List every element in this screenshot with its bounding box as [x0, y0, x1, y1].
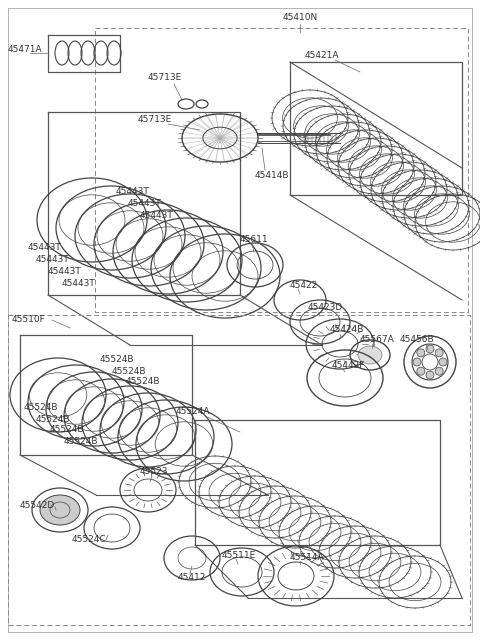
Text: 45442F: 45442F: [332, 360, 365, 369]
Text: 45524B: 45524B: [64, 438, 98, 447]
Ellipse shape: [417, 367, 425, 375]
Text: 45524A: 45524A: [176, 408, 211, 417]
Text: 45524B: 45524B: [24, 403, 59, 413]
Text: 45542D: 45542D: [20, 500, 55, 509]
Text: 45443T: 45443T: [140, 211, 174, 220]
Ellipse shape: [439, 358, 447, 366]
Text: 45514A: 45514A: [290, 552, 324, 561]
Text: 45443T: 45443T: [28, 243, 62, 253]
Text: 45511E: 45511E: [222, 550, 256, 559]
Text: 45456B: 45456B: [400, 335, 434, 344]
Text: 45524B: 45524B: [126, 378, 160, 387]
Text: 45443T: 45443T: [48, 268, 82, 276]
Text: 45524B: 45524B: [50, 426, 84, 435]
Text: 45414B: 45414B: [255, 170, 289, 179]
Text: 45524B: 45524B: [100, 355, 134, 365]
Text: 45423D: 45423D: [308, 303, 343, 312]
Text: 45443T: 45443T: [36, 255, 70, 264]
Ellipse shape: [426, 371, 434, 379]
Text: 45524B: 45524B: [36, 415, 71, 424]
Text: 45567A: 45567A: [360, 335, 395, 344]
Text: 45410N: 45410N: [282, 13, 318, 22]
Text: 45510F: 45510F: [12, 316, 46, 324]
Text: 45443T: 45443T: [128, 200, 162, 209]
Ellipse shape: [358, 346, 382, 364]
Text: 45523: 45523: [140, 467, 168, 477]
Text: 45471A: 45471A: [8, 45, 43, 54]
Ellipse shape: [435, 367, 443, 375]
Ellipse shape: [435, 349, 443, 357]
Text: 45443T: 45443T: [116, 188, 150, 196]
Text: 45424B: 45424B: [330, 326, 364, 335]
Text: 45611: 45611: [240, 236, 269, 244]
Text: 45421A: 45421A: [305, 51, 339, 60]
Text: 45422: 45422: [290, 280, 318, 289]
Text: 45713E: 45713E: [138, 115, 172, 125]
Ellipse shape: [426, 345, 434, 353]
Ellipse shape: [40, 495, 80, 525]
Ellipse shape: [413, 358, 421, 366]
Ellipse shape: [417, 349, 425, 357]
Text: 45524C: 45524C: [72, 536, 107, 545]
Text: 45412: 45412: [178, 573, 206, 582]
Text: 45713E: 45713E: [148, 74, 182, 83]
Text: 45524B: 45524B: [112, 367, 146, 376]
Text: 45443T: 45443T: [62, 280, 96, 289]
